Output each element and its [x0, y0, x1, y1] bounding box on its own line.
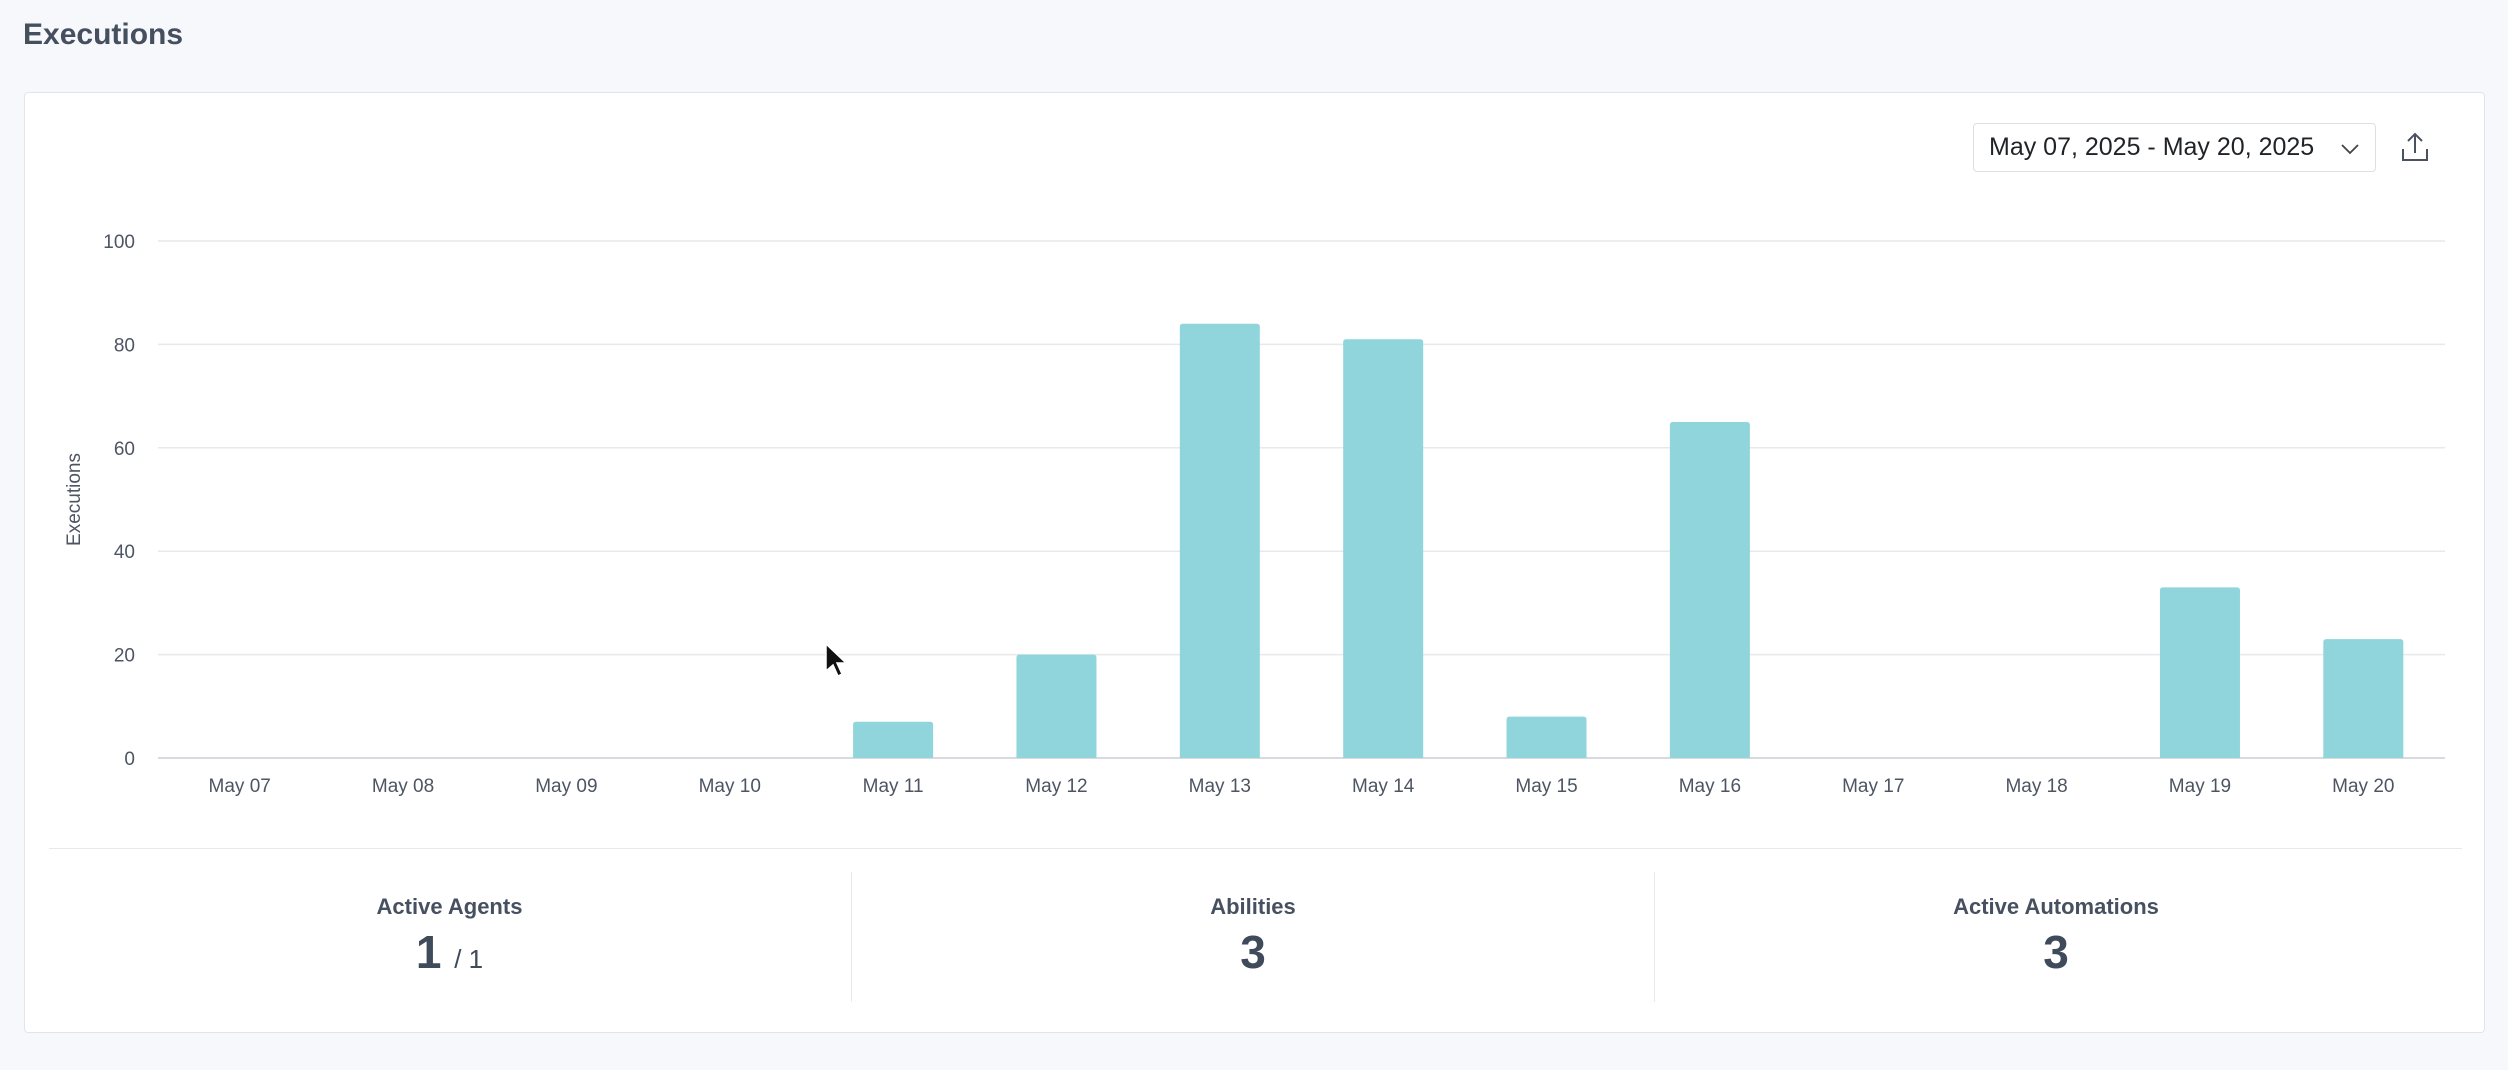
executions-card: May 07, 2025 - May 20, 2025 0 20 40 60 80 100… [24, 92, 2485, 1033]
x-tick-label: May 14 [1352, 776, 1415, 797]
executions-bar-chart: 0 20 40 60 80 100 Executions May 07 May 08 May 09… [64, 232, 2445, 797]
y-tick-label: 60 [114, 439, 135, 460]
stat-value-sub: / 1 [454, 944, 484, 974]
bar [2323, 639, 2404, 758]
mouse-cursor-icon [825, 643, 847, 678]
date-range-value: May 07, 2025 - May 20, 2025 [1989, 133, 2315, 161]
x-tick-label: May 08 [372, 776, 434, 797]
x-tick-label: May 10 [699, 776, 761, 797]
y-axis-label: Executions [64, 453, 85, 546]
y-tick-label: 0 [124, 749, 135, 770]
export-icon[interactable] [2397, 129, 2433, 165]
bar [853, 721, 934, 758]
stat-active-automations: Active Automations 3 [1654, 872, 2457, 1002]
x-tick-label: May 12 [1025, 776, 1087, 797]
stats-divider [49, 848, 2462, 849]
y-tick-label: 20 [114, 646, 135, 667]
x-tick-label: May 20 [2332, 776, 2394, 797]
x-tick-label: May 16 [1679, 776, 1741, 797]
bar [2159, 587, 2240, 758]
x-tick-label: May 07 [209, 776, 271, 797]
x-tick-label: May 18 [2005, 776, 2067, 797]
bar [1343, 339, 1424, 758]
stat-label: Abilities [1210, 894, 1296, 919]
chevron-down-icon [2341, 144, 2359, 155]
stat-abilities: Abilities 3 [851, 872, 1654, 1002]
stat-value: 1 / 1 [48, 926, 851, 985]
stat-label: Active Automations [1953, 894, 2159, 919]
bar [1016, 654, 1097, 758]
bar [1506, 716, 1587, 758]
bar [1179, 323, 1260, 758]
stat-label: Active Agents [376, 894, 523, 919]
x-tick-label: May 19 [2169, 776, 2231, 797]
x-tick-label: May 17 [1842, 776, 1904, 797]
x-tick-label: May 09 [535, 776, 597, 797]
date-range-picker[interactable]: May 07, 2025 - May 20, 2025 [1973, 123, 2376, 172]
y-tick-label: 80 [114, 335, 135, 356]
x-tick-label: May 15 [1515, 776, 1577, 797]
stat-value-main: 1 [415, 926, 442, 978]
stat-value: 3 [2043, 926, 2069, 978]
bar [1669, 421, 1750, 758]
y-tick-label: 100 [103, 232, 135, 253]
x-tick-label: May 11 [863, 776, 924, 797]
page-title: Executions [23, 18, 184, 51]
stat-value: 3 [1240, 926, 1266, 978]
x-tick-label: May 13 [1189, 776, 1251, 797]
stat-active-agents: Active Agents 1 / 1 [48, 872, 851, 1002]
y-tick-label: 40 [114, 542, 135, 563]
